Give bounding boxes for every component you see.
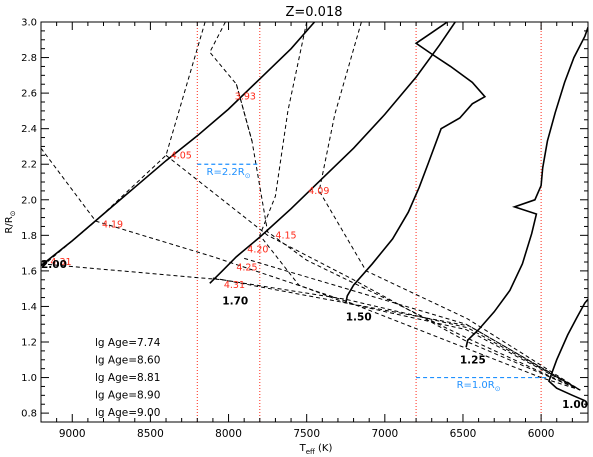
x-tick-label-2: 8000	[215, 428, 242, 440]
track-2	[345, 22, 487, 304]
mass-labels: 2.00 1.70 1.50 1.25 1.00	[41, 259, 588, 411]
isochrone-7	[212, 277, 581, 391]
y-tick-label-10: 2.8	[21, 53, 37, 64]
mass-label-3: 1.25	[460, 354, 486, 366]
x-tick-label-5: 6500	[450, 428, 477, 440]
radius-label-1: R=1.0R⊙	[457, 380, 501, 393]
mass-label-1: 1.70	[222, 296, 248, 308]
y-tick-label-5: 1.8	[21, 231, 37, 242]
age-label-3: 4.19	[102, 220, 123, 231]
age-label-1: 4.05	[171, 150, 192, 161]
radius-markers: R=2.2R⊙ R=1.0R⊙	[197, 163, 549, 393]
track-1	[209, 22, 456, 284]
x-tick-label-4: 7000	[371, 428, 398, 440]
mass-label-0: 2.00	[41, 259, 67, 271]
isochrone-1	[165, 154, 581, 391]
x-axis-ticks: 9000 8500 8000 7500 7000 6500 6000	[56, 22, 573, 440]
y-tick-label-2: 1.2	[21, 338, 37, 349]
y-tick-label-7: 2.2	[21, 160, 37, 171]
isochrone-8	[244, 257, 581, 391]
vertical-guide-lines	[196, 22, 542, 422]
y-tick-label-4: 1.6	[21, 266, 37, 277]
isochrone-4	[259, 22, 581, 391]
isochrone-6	[41, 263, 581, 391]
y-axis-label: R/R⊙	[4, 210, 17, 233]
y-tick-label-0: 0.8	[21, 409, 37, 420]
age-label-0: 3.93	[235, 92, 256, 103]
y-tick-label-8: 2.4	[21, 124, 37, 135]
y-tick-label-11: 3.0	[21, 18, 37, 29]
age-label-6: 4.25	[236, 262, 257, 273]
radius-label-0: R=2.2R⊙	[207, 167, 251, 180]
legend-entry-3: lg Age=8.90	[95, 390, 160, 402]
y-tick-label-3: 1.4	[21, 302, 37, 313]
age-label-7: 4.31	[224, 280, 245, 291]
age-labels: 3.93 4.05 4.09 4.19 4.15 4.20 4.25 4.31 4.31	[50, 92, 329, 291]
track-3	[465, 27, 588, 348]
plot-frame	[40, 21, 589, 423]
x-tick-label-0: 9000	[59, 428, 86, 440]
track-4	[547, 298, 588, 402]
isochrone-2	[209, 22, 581, 391]
y-tick-label-1: 1.0	[21, 373, 37, 384]
y-axis-ticks: 0.8 1.0 1.2 1.4 1.6 1.8 2.0 2.2 2.4 2.6 2.8 3.0	[21, 18, 588, 423]
legend: lg Age=7.74 lg Age=8.60 lg Age=8.81 lg Age=…	[95, 337, 161, 419]
legend-entry-1: lg Age=8.60	[95, 355, 160, 367]
chart-title: Z=0.018	[285, 5, 342, 20]
age-label-2: 4.09	[308, 186, 329, 197]
track-0	[41, 22, 316, 267]
age-label-4: 4.15	[275, 230, 296, 241]
isochrone-9	[318, 22, 581, 391]
x-tick-label-3: 7500	[293, 428, 320, 440]
y-tick-label-9: 2.6	[21, 89, 37, 100]
y-tick-label-6: 2.0	[21, 195, 37, 206]
mass-label-2: 1.50	[346, 312, 372, 324]
legend-entry-2: lg Age=8.81	[95, 372, 160, 384]
legend-entry-0: lg Age=7.74	[95, 337, 161, 349]
age-label-5: 4.20	[247, 245, 268, 256]
evolutionary-tracks	[41, 22, 588, 402]
isochrone-0	[41, 147, 581, 391]
x-axis-label: Teff (K)	[299, 443, 333, 456]
age-label-8: 4.31	[50, 257, 71, 268]
isochrone-5	[235, 84, 253, 142]
x-tick-label-6: 6000	[528, 428, 555, 440]
mass-label-4: 1.00	[562, 399, 588, 411]
isochrones	[41, 22, 581, 391]
legend-entry-4: lg Age=9.00	[95, 407, 160, 419]
x-tick-label-1: 8500	[137, 428, 164, 440]
